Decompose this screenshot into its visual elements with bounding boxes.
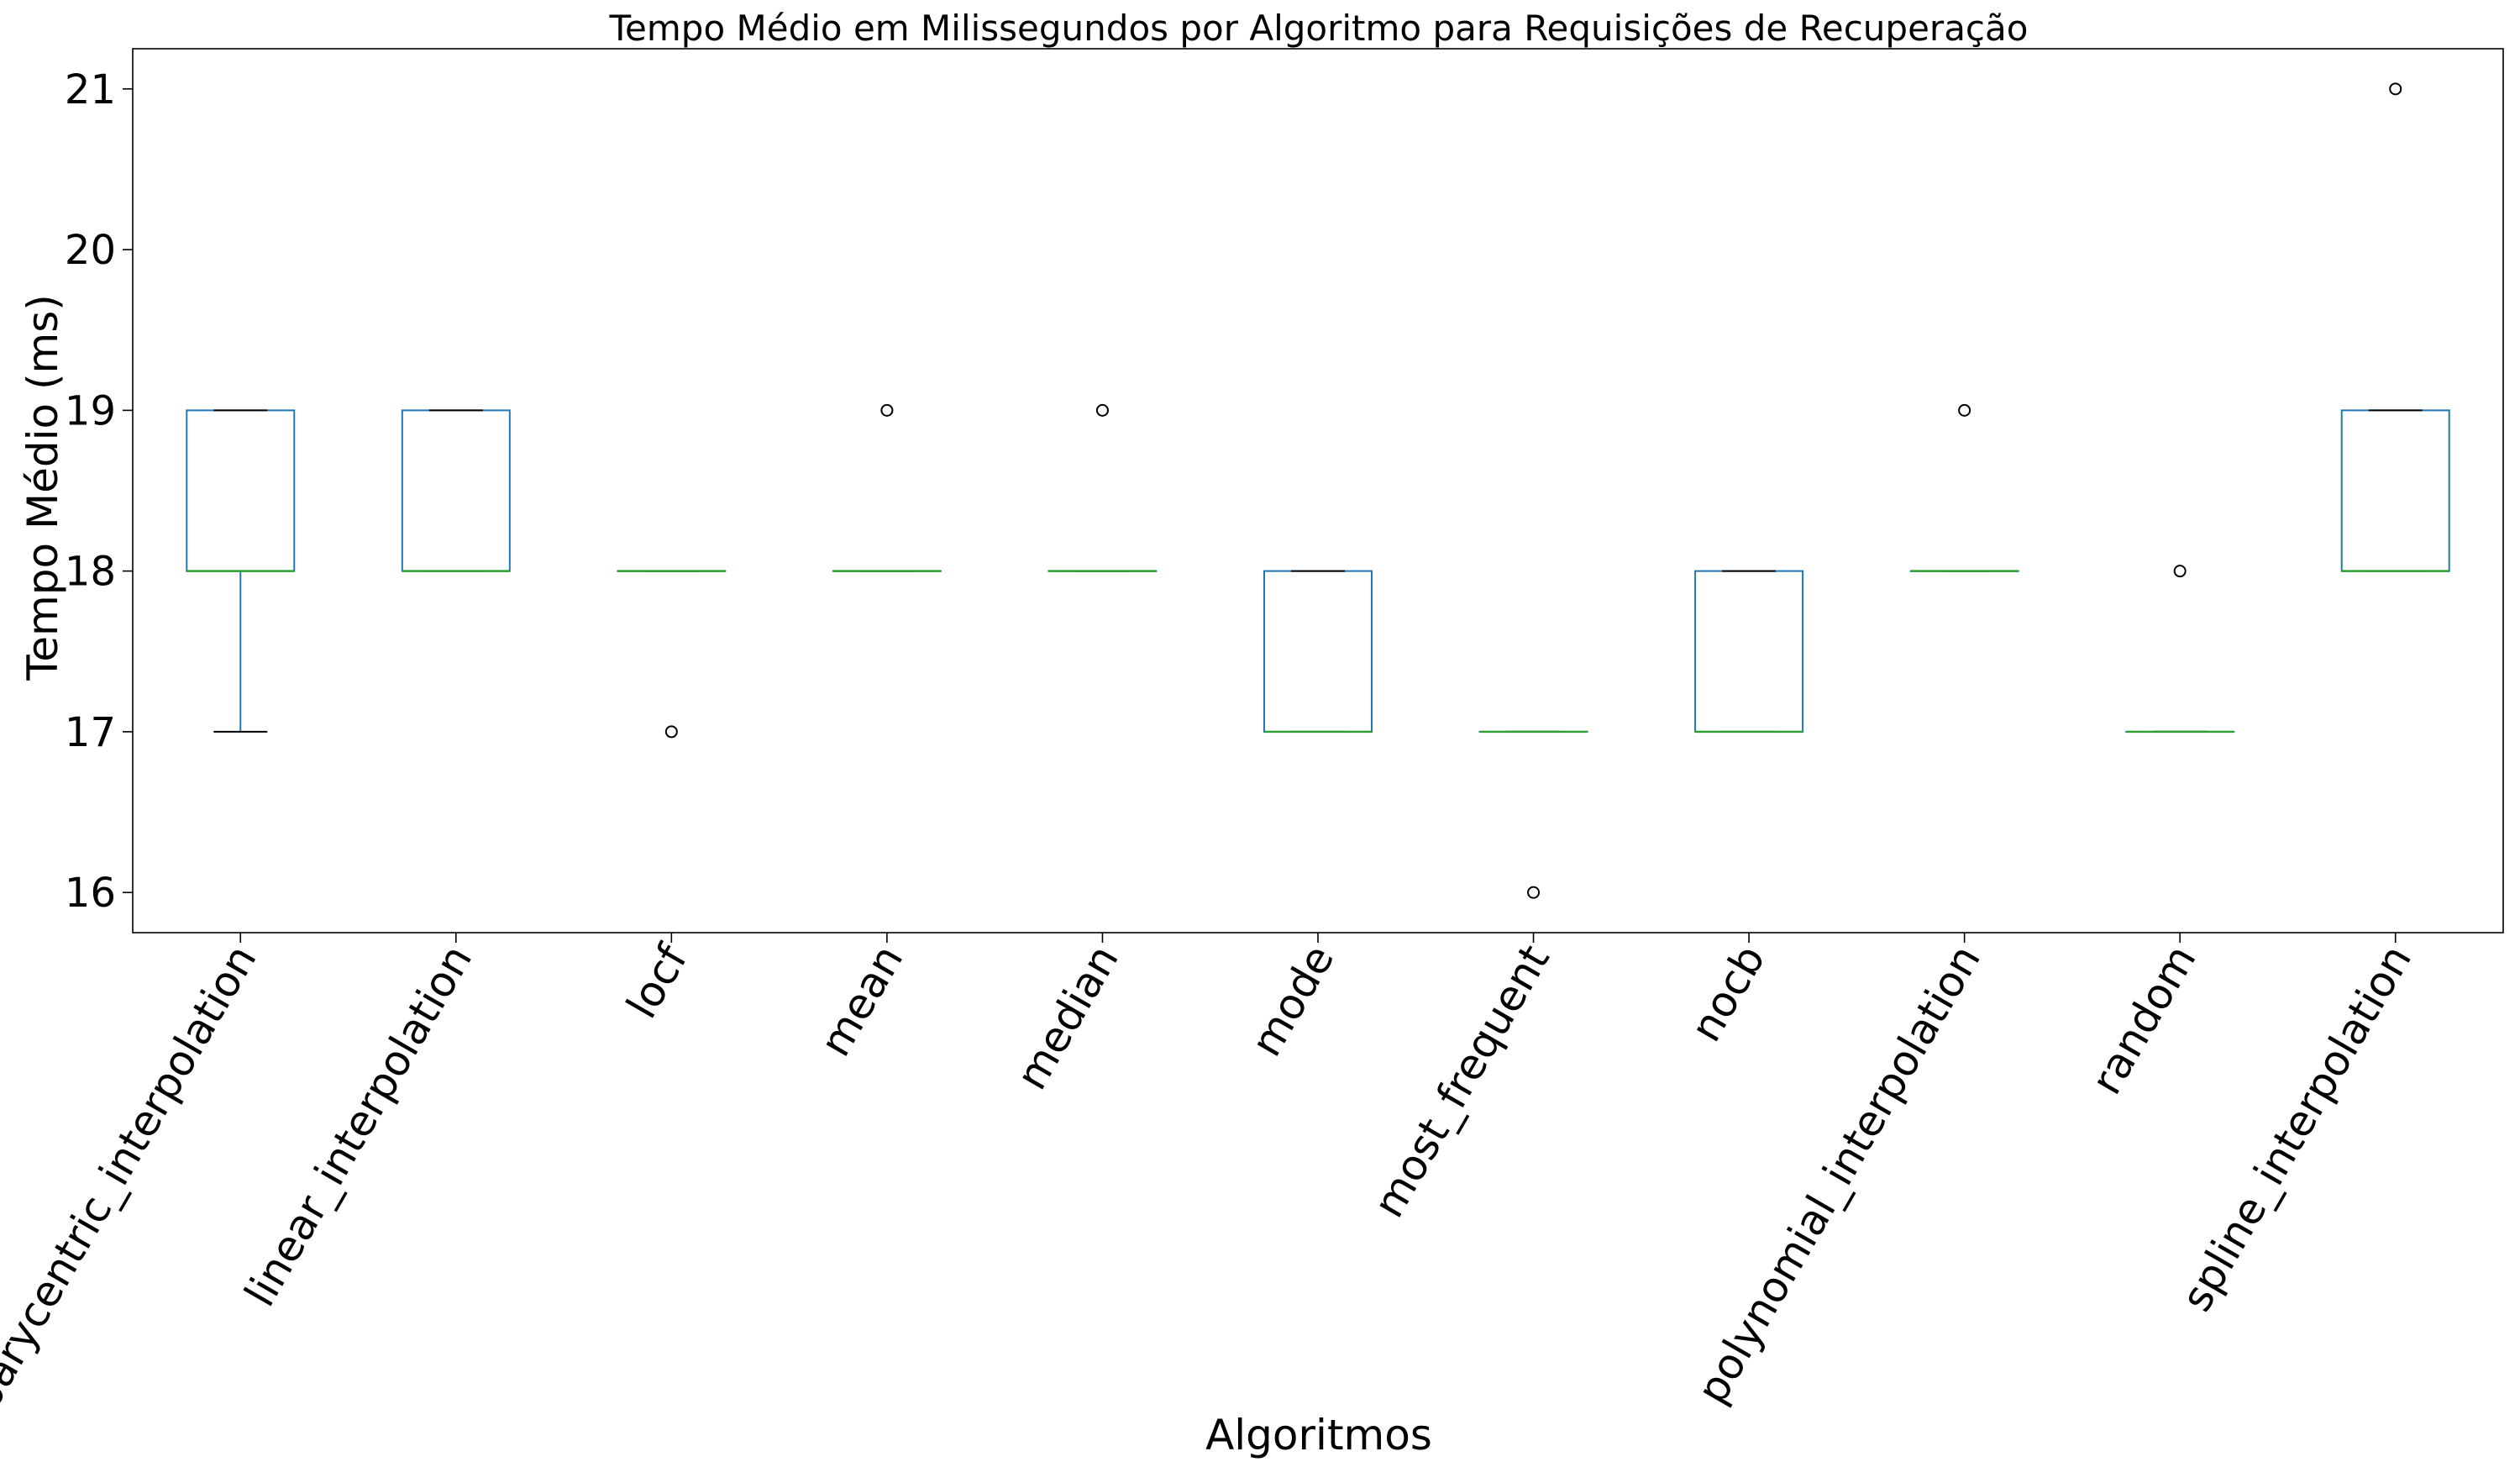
outlier-point	[1527, 886, 1541, 899]
outlier-point	[2173, 565, 2187, 578]
x-tick-label: barycentric_interpolation	[0, 937, 266, 1418]
y-tick-label: 20	[65, 227, 116, 274]
box-mode	[1263, 570, 1373, 733]
y-axis-label: Tempo Médio (ms)	[18, 294, 67, 681]
y-tick-label: 21	[65, 66, 116, 113]
outlier-point	[2389, 82, 2402, 96]
x-tick-label: locf	[617, 936, 698, 1027]
box-linear_interpolation	[401, 409, 511, 572]
box-barycentric_interpolation	[186, 409, 296, 572]
chart-title: Tempo Médio em Milissegundos por Algorit…	[609, 8, 2029, 49]
plot-area: 16 17 18 19 20 21 barycentric_interpolationlin…	[0, 48, 2504, 1418]
y-tick-label: 19	[65, 387, 116, 434]
outlier-point	[1095, 403, 1109, 417]
plot-frame	[132, 48, 2504, 933]
x-tick-label: spline_interpolation	[2172, 937, 2421, 1319]
box-nocb	[1694, 570, 1804, 733]
outlier-point	[880, 403, 894, 417]
outlier-point	[664, 725, 678, 739]
x-axis-label: Algoritmos	[1205, 1411, 1432, 1459]
y-tick-label: 16	[65, 870, 116, 917]
x-tick-label: nocb	[1681, 937, 1774, 1049]
x-tick-label: random	[2082, 937, 2205, 1102]
x-tick-label: median	[1007, 937, 1128, 1097]
x-tick-label: mean	[811, 937, 912, 1065]
y-tick-label: 18	[65, 549, 116, 596]
y-tick-label: 17	[65, 709, 116, 756]
box-spline_interpolation	[2340, 409, 2450, 572]
x-tick-label: mode	[1242, 937, 1343, 1065]
x-tick-label: most_frequent	[1364, 937, 1559, 1226]
outlier-point	[1958, 403, 1971, 417]
x-tick-label: linear_interpolation	[235, 937, 481, 1315]
